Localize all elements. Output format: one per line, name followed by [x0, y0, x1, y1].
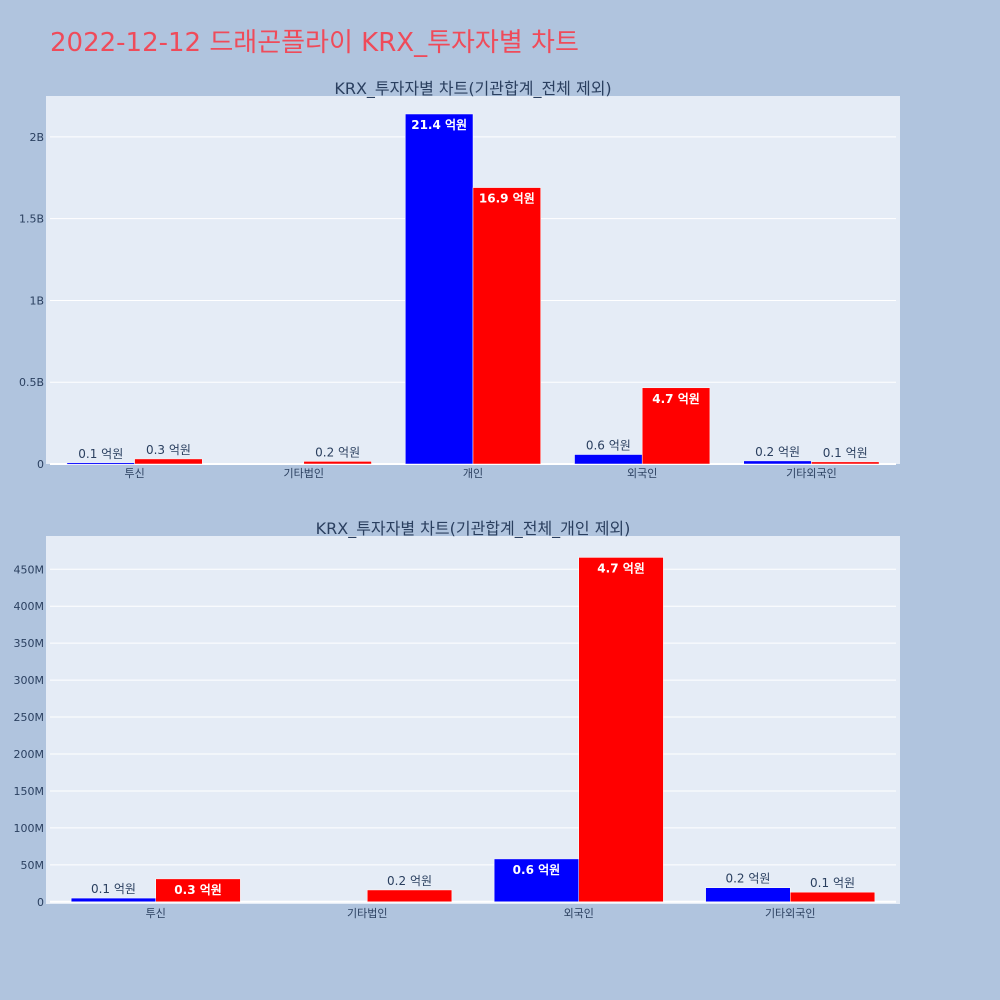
- page-title: 2022-12-12 드래곤플라이 KRX_투자자별 차트: [50, 28, 579, 58]
- y-tick-label: 1B: [29, 294, 44, 307]
- x-tick-label: 기타외국인: [765, 907, 816, 920]
- data-label: 21.4 억원: [411, 118, 467, 132]
- x-tick-label: 개인: [463, 467, 483, 480]
- x-tick-label: 외국인: [627, 467, 657, 480]
- y-tick-label: 150M: [14, 785, 45, 798]
- data-label: 0.1 억원: [810, 876, 855, 890]
- data-label: 0.6 억원: [513, 863, 561, 877]
- y-tick-label: 0: [37, 896, 44, 909]
- data-label: 0.2 억원: [315, 445, 360, 459]
- bar: [66, 462, 135, 465]
- y-tick-label: 350M: [14, 637, 45, 650]
- y-tick-label: 50M: [21, 859, 45, 872]
- bar-chart-2: KRX_투자자별 차트(기관합계_전체_개인 제외) 0 50M 100M 150M 20…: [14, 519, 900, 920]
- data-label: 4.7 억원: [652, 392, 700, 406]
- bar: [705, 887, 791, 903]
- data-label: 0.2 억원: [755, 445, 800, 459]
- data-label: 0.2 억원: [725, 872, 770, 886]
- x-tick-label: 투신: [146, 907, 166, 920]
- data-label: 0.1 억원: [823, 446, 868, 460]
- x-tick-label: 투신: [124, 467, 144, 480]
- chart-title: KRX_투자자별 차트(기관합계_전체_개인 제외): [316, 519, 631, 539]
- data-label: 0.2 억원: [387, 874, 432, 888]
- bar: [303, 461, 372, 465]
- y-tick-label: 450M: [14, 563, 45, 576]
- y-tick-label: 0.5B: [19, 376, 44, 389]
- bar: [811, 461, 880, 465]
- bar: [134, 458, 203, 465]
- bar: [367, 889, 453, 903]
- y-tick-label: 250M: [14, 711, 45, 724]
- bar: [155, 878, 241, 903]
- y-tick-label: 300M: [14, 674, 45, 687]
- chart-title: KRX_투자자별 차트(기관합계_전체 제외): [334, 79, 611, 99]
- y-tick-label: 200M: [14, 748, 45, 761]
- y-tick-label: 2B: [29, 131, 44, 144]
- data-label: 0.1 억원: [91, 882, 136, 896]
- bar: [641, 387, 711, 465]
- bar: [472, 187, 541, 465]
- bar: [790, 891, 876, 903]
- x-tick-label: 외국인: [564, 907, 594, 920]
- bar: [405, 113, 474, 465]
- x-tick-label: 기타법인: [284, 467, 324, 480]
- x-tick-label: 기타외국인: [786, 467, 837, 480]
- data-label: 0.3 억원: [146, 443, 191, 457]
- x-tick-label: 기타법인: [347, 907, 387, 920]
- data-label: 0.6 억원: [586, 439, 631, 453]
- y-tick-label: 100M: [14, 822, 45, 835]
- y-tick-label: 0: [37, 458, 44, 471]
- bar: [70, 897, 156, 903]
- data-label: 16.9 억원: [479, 192, 535, 206]
- y-tick-label: 1.5B: [19, 213, 44, 226]
- data-label: 0.3 억원: [174, 883, 222, 897]
- bar-chart-1: KRX_투자자별 차트(기관합계_전체 제외)00.5B1B1.5B2B투신0.…: [19, 79, 900, 480]
- bar: [574, 454, 643, 465]
- bar: [743, 460, 812, 465]
- plot-area: [46, 536, 900, 904]
- data-label: 0.1 억원: [78, 447, 123, 461]
- bar: [578, 557, 664, 903]
- data-label: 4.7 억원: [597, 561, 645, 575]
- y-tick-label: 400M: [14, 600, 45, 613]
